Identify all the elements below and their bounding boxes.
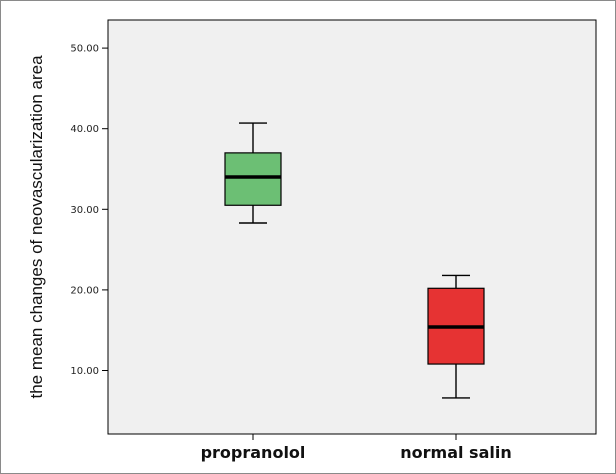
x-category-label: propranolol — [201, 443, 306, 462]
x-category-label: normal salin — [400, 443, 511, 462]
box-series — [224, 122, 485, 399]
y-axis-ticks: 10.00 20.00 30.00 40.00 50.00 — [70, 44, 108, 377]
y-tick-label: 30.00 — [70, 205, 99, 216]
plot-area — [107, 19, 597, 435]
box-normal-salin — [427, 274, 485, 399]
y-axis-title: the mean changes of neovascularization a… — [27, 55, 46, 399]
y-tick-label: 40.00 — [70, 124, 99, 135]
y-tick-label: 50.00 — [70, 44, 99, 55]
y-tick-label: 10.00 — [70, 366, 99, 377]
box-propranolol — [224, 122, 282, 224]
y-tick-label: 20.00 — [70, 285, 99, 296]
x-axis-ticks: propranolol normal salin — [201, 434, 512, 462]
iqr-box — [224, 152, 282, 206]
